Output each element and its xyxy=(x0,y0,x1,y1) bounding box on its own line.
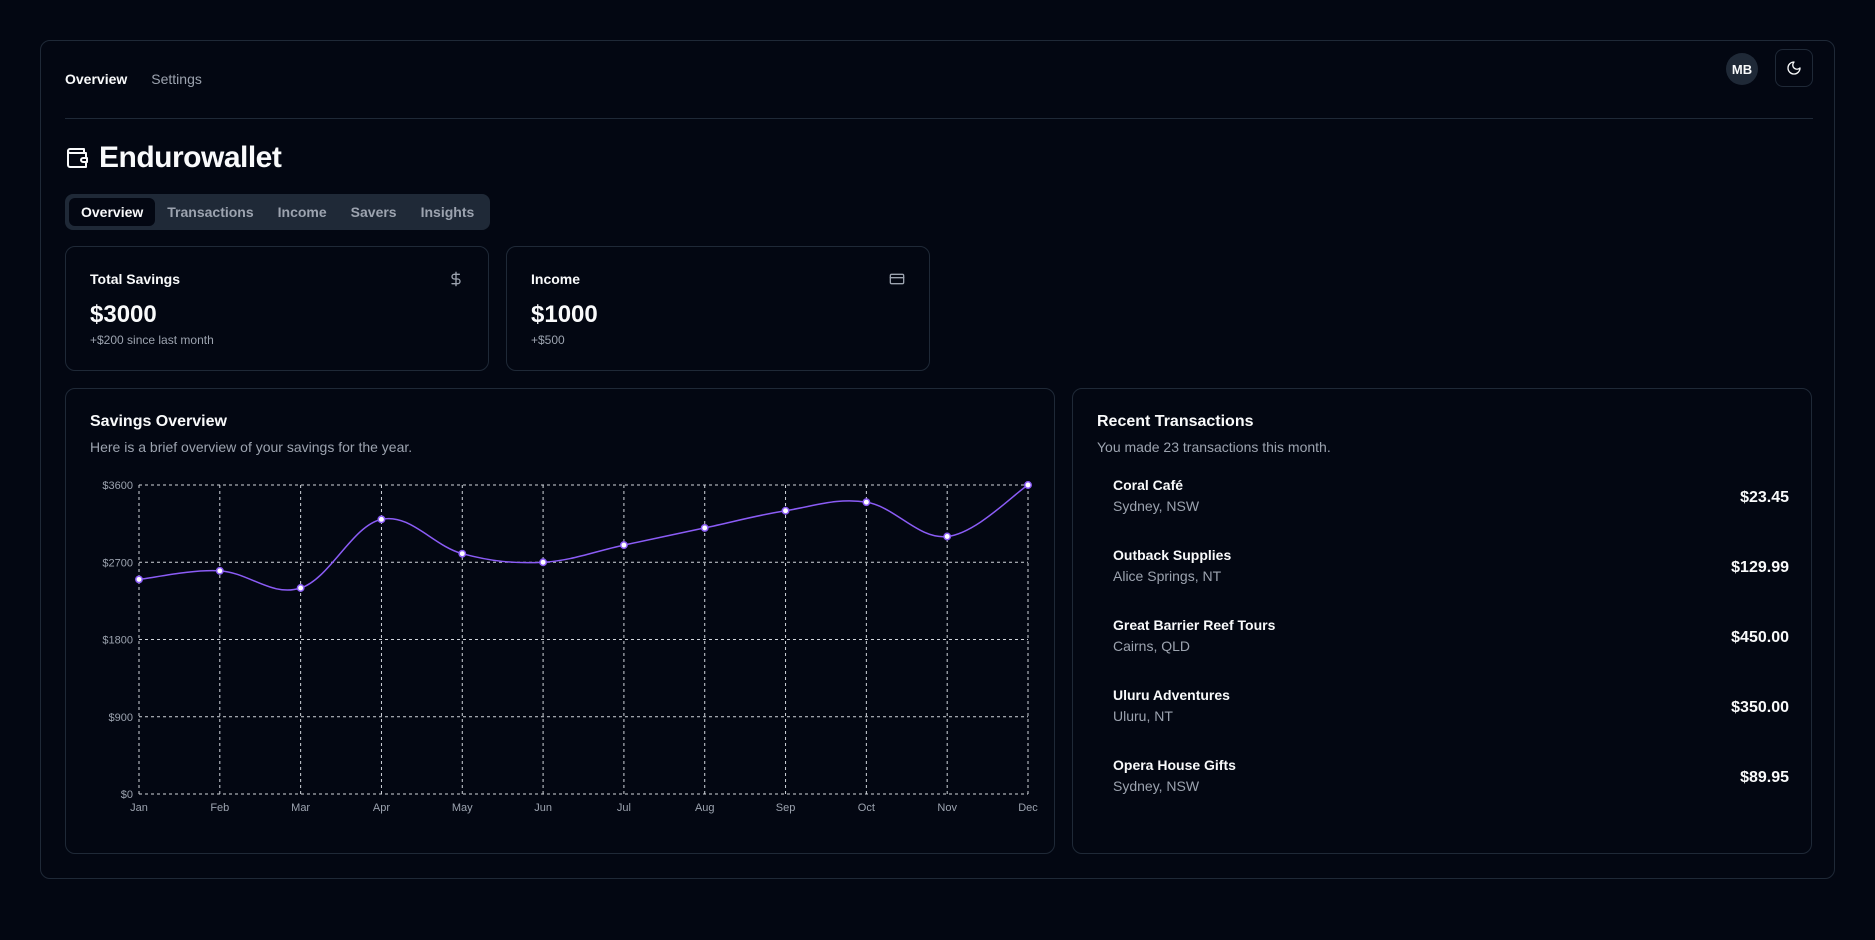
credit-card-icon xyxy=(889,273,905,285)
transaction-amount: $23.45 xyxy=(1740,489,1789,506)
data-point xyxy=(1024,481,1032,489)
wallet-icon xyxy=(67,148,88,168)
app-frame: Overview Settings MB Endurowallet Overvi… xyxy=(40,40,1835,879)
total-savings-card: Total Savings $3000 +$200 since last mon… xyxy=(65,246,489,371)
stat-title: Income xyxy=(531,271,581,287)
brand: Endurowallet xyxy=(65,141,282,175)
theme-toggle-button[interactable] xyxy=(1775,49,1813,87)
transaction-name: Opera House Gifts xyxy=(1113,757,1236,773)
transaction-location: Sydney, NSW xyxy=(1113,498,1200,514)
stat-value: $1000 xyxy=(531,301,598,328)
data-point xyxy=(943,532,952,541)
transaction-name: Great Barrier Reef Tours xyxy=(1113,617,1276,633)
transaction-location: Cairns, QLD xyxy=(1113,638,1191,654)
transaction-row[interactable]: Coral Café Sydney, NSW $23.45 xyxy=(1113,477,1789,547)
transaction-location: Alice Springs, NT xyxy=(1113,568,1222,584)
panel-description: You made 23 transactions this month. xyxy=(1097,439,1331,455)
data-point xyxy=(700,523,709,532)
top-nav: Overview Settings xyxy=(65,71,202,87)
recent-transactions-card: Recent Transactions You made 23 transact… xyxy=(1072,388,1812,854)
data-point xyxy=(862,498,871,507)
y-tick-label: $3600 xyxy=(102,480,133,492)
transaction-list: Coral Café Sydney, NSW $23.45 Outback Su… xyxy=(1113,477,1789,827)
y-tick-label: $2700 xyxy=(102,557,133,569)
x-tick-label: Jul xyxy=(617,802,631,814)
tab-income[interactable]: Income xyxy=(277,204,327,220)
transaction-amount: $350.00 xyxy=(1731,699,1789,716)
x-tick-label: Oct xyxy=(858,802,875,814)
transaction-amount: $450.00 xyxy=(1731,629,1789,646)
data-point xyxy=(296,584,305,592)
moon-icon xyxy=(1787,61,1801,75)
x-tick-label: Jan xyxy=(130,802,148,814)
transaction-amount: $89.95 xyxy=(1740,769,1789,786)
x-tick-label: Dec xyxy=(1018,802,1038,814)
data-point xyxy=(377,515,386,524)
tab-savers[interactable]: Savers xyxy=(350,204,397,220)
data-point xyxy=(215,566,224,575)
x-tick-label: Apr xyxy=(373,802,390,814)
stat-value: $3000 xyxy=(90,301,157,328)
nav-settings[interactable]: Settings xyxy=(151,71,202,87)
panel-title: Recent Transactions xyxy=(1097,413,1254,430)
x-tick-label: Sep xyxy=(776,802,796,814)
tab-bar: Overview Transactions Income Savers Insi… xyxy=(65,194,491,230)
stat-change: +$500 xyxy=(531,333,565,347)
savings-line xyxy=(138,484,1029,591)
avatar[interactable]: MB xyxy=(1726,53,1758,85)
data-point xyxy=(135,575,143,584)
transaction-row[interactable]: Opera House Gifts Sydney, NSW $89.95 xyxy=(1113,757,1789,827)
x-tick-label: Jun xyxy=(534,802,552,814)
income-card: Income $1000 +$500 xyxy=(506,246,930,371)
header-divider xyxy=(65,118,1813,119)
transaction-row[interactable]: Great Barrier Reef Tours Cairns, QLD $45… xyxy=(1113,617,1789,687)
savings-overview-card: Savings Overview Here is a brief overvie… xyxy=(65,388,1055,854)
dollar-icon xyxy=(451,271,461,287)
x-tick-label: May xyxy=(452,802,473,814)
tab-overview[interactable]: Overview xyxy=(69,198,156,226)
data-point xyxy=(458,549,467,558)
x-tick-label: Nov xyxy=(937,802,957,814)
tab-transactions[interactable]: Transactions xyxy=(167,204,254,220)
panel-description: Here is a brief overview of your savings… xyxy=(90,439,413,455)
y-tick-label: $0 xyxy=(121,789,133,801)
transaction-row[interactable]: Uluru Adventures Uluru, NT $350.00 xyxy=(1113,687,1789,757)
nav-overview[interactable]: Overview xyxy=(65,71,128,87)
transaction-amount: $129.99 xyxy=(1731,559,1789,576)
data-point xyxy=(619,541,628,550)
transaction-row[interactable]: Outback Supplies Alice Springs, NT $129.… xyxy=(1113,547,1789,617)
y-tick-label: $900 xyxy=(109,712,133,724)
data-point xyxy=(781,506,790,515)
transaction-name: Uluru Adventures xyxy=(1113,687,1230,703)
panel-title: Savings Overview xyxy=(90,413,227,430)
tab-insights[interactable]: Insights xyxy=(420,204,475,220)
x-tick-label: Feb xyxy=(210,802,229,814)
x-tick-label: Aug xyxy=(695,802,715,814)
stat-change: +$200 since last month xyxy=(90,333,214,347)
transaction-name: Outback Supplies xyxy=(1113,547,1232,563)
y-tick-label: $1800 xyxy=(102,635,133,647)
data-point xyxy=(539,558,548,567)
savings-chart: $0 $900 $1800 $2700 $3600 Jan Feb Mar Apr May Jun J… xyxy=(102,480,1038,814)
stat-title: Total Savings xyxy=(90,271,180,287)
transaction-location: Sydney, NSW xyxy=(1113,778,1200,794)
page-title: Endurowallet xyxy=(99,141,282,174)
x-tick-label: Mar xyxy=(291,802,310,814)
transaction-location: Uluru, NT xyxy=(1113,708,1173,724)
transaction-name: Coral Café xyxy=(1113,477,1184,493)
